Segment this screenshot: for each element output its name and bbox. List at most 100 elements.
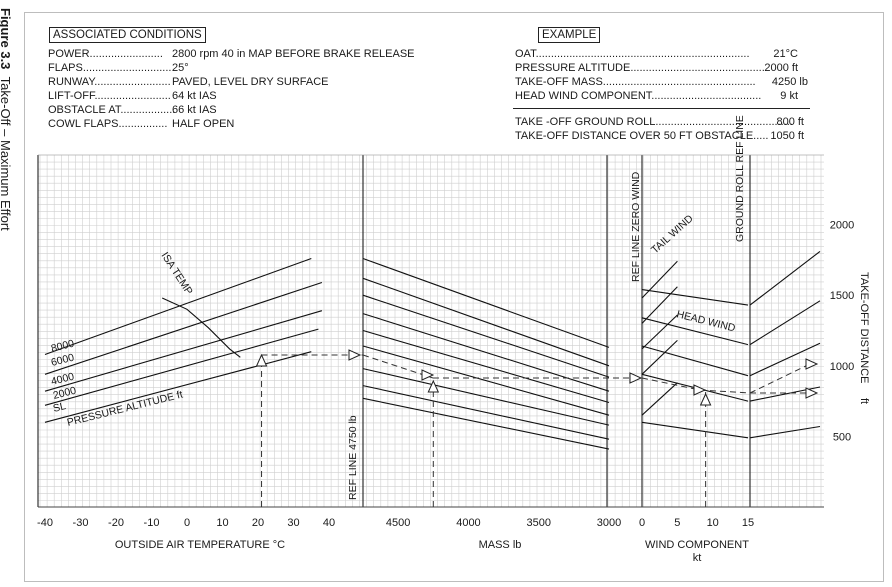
mass-guide-line (362, 397, 610, 450)
head-wind-line (641, 421, 749, 439)
x-tick-wind: 0 (639, 517, 645, 529)
head-wind-line (641, 317, 749, 346)
altitude-line-2000 (44, 328, 319, 406)
x-axis-unit-wind: kt (693, 552, 702, 564)
example-path (255, 349, 819, 507)
head-wind-label: HEAD WIND (675, 308, 737, 334)
x-tick-wind: 5 (674, 517, 680, 529)
x-tick-oat: -40 (37, 517, 53, 529)
x-tick-oat: -10 (144, 517, 160, 529)
x-tick-oat: -30 (73, 517, 89, 529)
tail-wind-line (641, 286, 678, 324)
example-dashed-line (362, 354, 434, 379)
altitude-series-label: 6000 (50, 352, 76, 369)
mass-guide-line (362, 277, 610, 367)
altitude-line-4000 (44, 310, 323, 392)
condition-label: POWER........................ (48, 48, 163, 60)
example-value: 21°C (773, 48, 798, 60)
x-axis-label-mass: MASS lb (479, 539, 522, 551)
example-arrow (699, 392, 712, 406)
ground-roll-guide-line (749, 300, 821, 346)
condition-value: 25° (172, 62, 189, 74)
example-heading: EXAMPLE (538, 27, 601, 43)
head-wind-line (641, 289, 749, 306)
mass-guide-line (362, 345, 610, 416)
example-dashed-line (699, 389, 751, 394)
chart-guide-lines (44, 250, 821, 450)
x-tick-oat: -20 (108, 517, 124, 529)
example-arrow (348, 349, 362, 361)
conditions-heading: ASSOCIATED CONDITIONS (49, 27, 206, 43)
condition-value: 2800 rpm 40 in MAP BEFORE BRAKE RELEASE (172, 48, 415, 60)
result-value: 800 ft (776, 116, 804, 128)
condition-label: COWL FLAPS................ (48, 118, 168, 130)
example-arrow (805, 387, 819, 399)
ground-roll-guide-line (749, 250, 821, 306)
tail-wind-line (641, 260, 678, 299)
x-tick-oat: 0 (184, 517, 190, 529)
example-arrow (255, 353, 268, 367)
isa-temp-curve (161, 297, 241, 358)
y-tick-distance: 1000 (830, 361, 854, 373)
x-tick-mass: 3500 (527, 517, 551, 529)
chart-labels: -40 -30 -20 -10 0 10 20 30 40 OUTSIDE AIR TEMPERA… (37, 115, 870, 564)
figure-frame (24, 12, 884, 582)
altitude-series-label: 8000 (50, 338, 76, 355)
example-label: OAT.....................................… (515, 48, 750, 60)
example-label: HEAD WIND COMPONENT.....................… (515, 90, 762, 102)
condition-value: 66 kt IAS (172, 104, 217, 116)
y-tick-distance: 1500 (830, 290, 854, 302)
altitude-series-label: 4000 (50, 371, 76, 388)
tail-wind-line (641, 314, 678, 350)
x-tick-oat: 20 (252, 517, 264, 529)
mass-guide-line (362, 368, 610, 426)
example-arrow (427, 379, 440, 393)
mass-guide-line (362, 385, 610, 440)
x-tick-oat: 40 (323, 517, 335, 529)
ground-roll-ref-line-label: GROUND ROLL REF LINE (734, 115, 746, 242)
condition-label: OBSTACLE AT.................. (48, 104, 176, 116)
x-tick-mass: 3000 (597, 517, 621, 529)
ground-roll-guide-line (749, 342, 821, 377)
example-divider (513, 108, 810, 109)
altitude-line-6000 (44, 281, 323, 375)
condition-value: PAVED, LEVEL DRY SURFACE (172, 76, 329, 88)
example-arrow (421, 369, 435, 381)
ref-line-4750-label: REF LINE 4750 lb (347, 415, 359, 500)
ground-roll-guide-line (749, 425, 821, 439)
altitude-line-SL (44, 351, 312, 423)
mass-guide-line (362, 257, 610, 348)
chart-grid (38, 154, 824, 507)
condition-label: LIFT-OFF......................... (48, 90, 171, 102)
y-axis-label-distance: TAKE-OFF DISTANCE (858, 272, 870, 383)
condition-value: HALF OPEN (172, 118, 235, 130)
example-label: TAKE-OFF MASS...........................… (515, 76, 756, 88)
x-axis-label-wind: WIND COMPONENT (645, 539, 749, 551)
head-wind-line (641, 345, 749, 377)
tail-wind-line (641, 340, 678, 375)
condition-value: 64 kt IAS (172, 90, 217, 102)
example-arrow (693, 384, 707, 396)
x-tick-mass: 4000 (456, 517, 480, 529)
ref-line-zero-wind-label: REF LINE ZERO WIND (630, 171, 642, 282)
result-value: 1050 ft (770, 130, 804, 142)
x-tick-oat: 30 (287, 517, 299, 529)
y-tick-distance: 2000 (830, 220, 854, 232)
condition-label: RUNWAY......................... (48, 76, 171, 88)
x-axis-label-oat: OUTSIDE AIR TEMPERATURE °C (115, 539, 285, 551)
example-dashed-line (749, 362, 813, 394)
example-value: 2000 ft (764, 62, 798, 74)
mass-guide-line (362, 329, 610, 404)
example-value: 4250 lb (771, 76, 808, 88)
example-arrow (629, 372, 643, 384)
tail-wind-line (641, 382, 678, 416)
condition-label: FLAPS.............................. (48, 62, 175, 74)
altitude-series-label: 2000 (52, 385, 78, 402)
result-label: TAKE-OFF DISTANCE OVER 50 FT OBSTACLE...… (515, 130, 769, 142)
mass-guide-line (362, 294, 610, 378)
y-axis-unit-distance: ft (858, 398, 870, 404)
altitude-line-8000 (44, 257, 312, 356)
example-label: PRESSURE ALTITUDE.......................… (515, 62, 765, 74)
x-tick-oat: 10 (216, 517, 228, 529)
